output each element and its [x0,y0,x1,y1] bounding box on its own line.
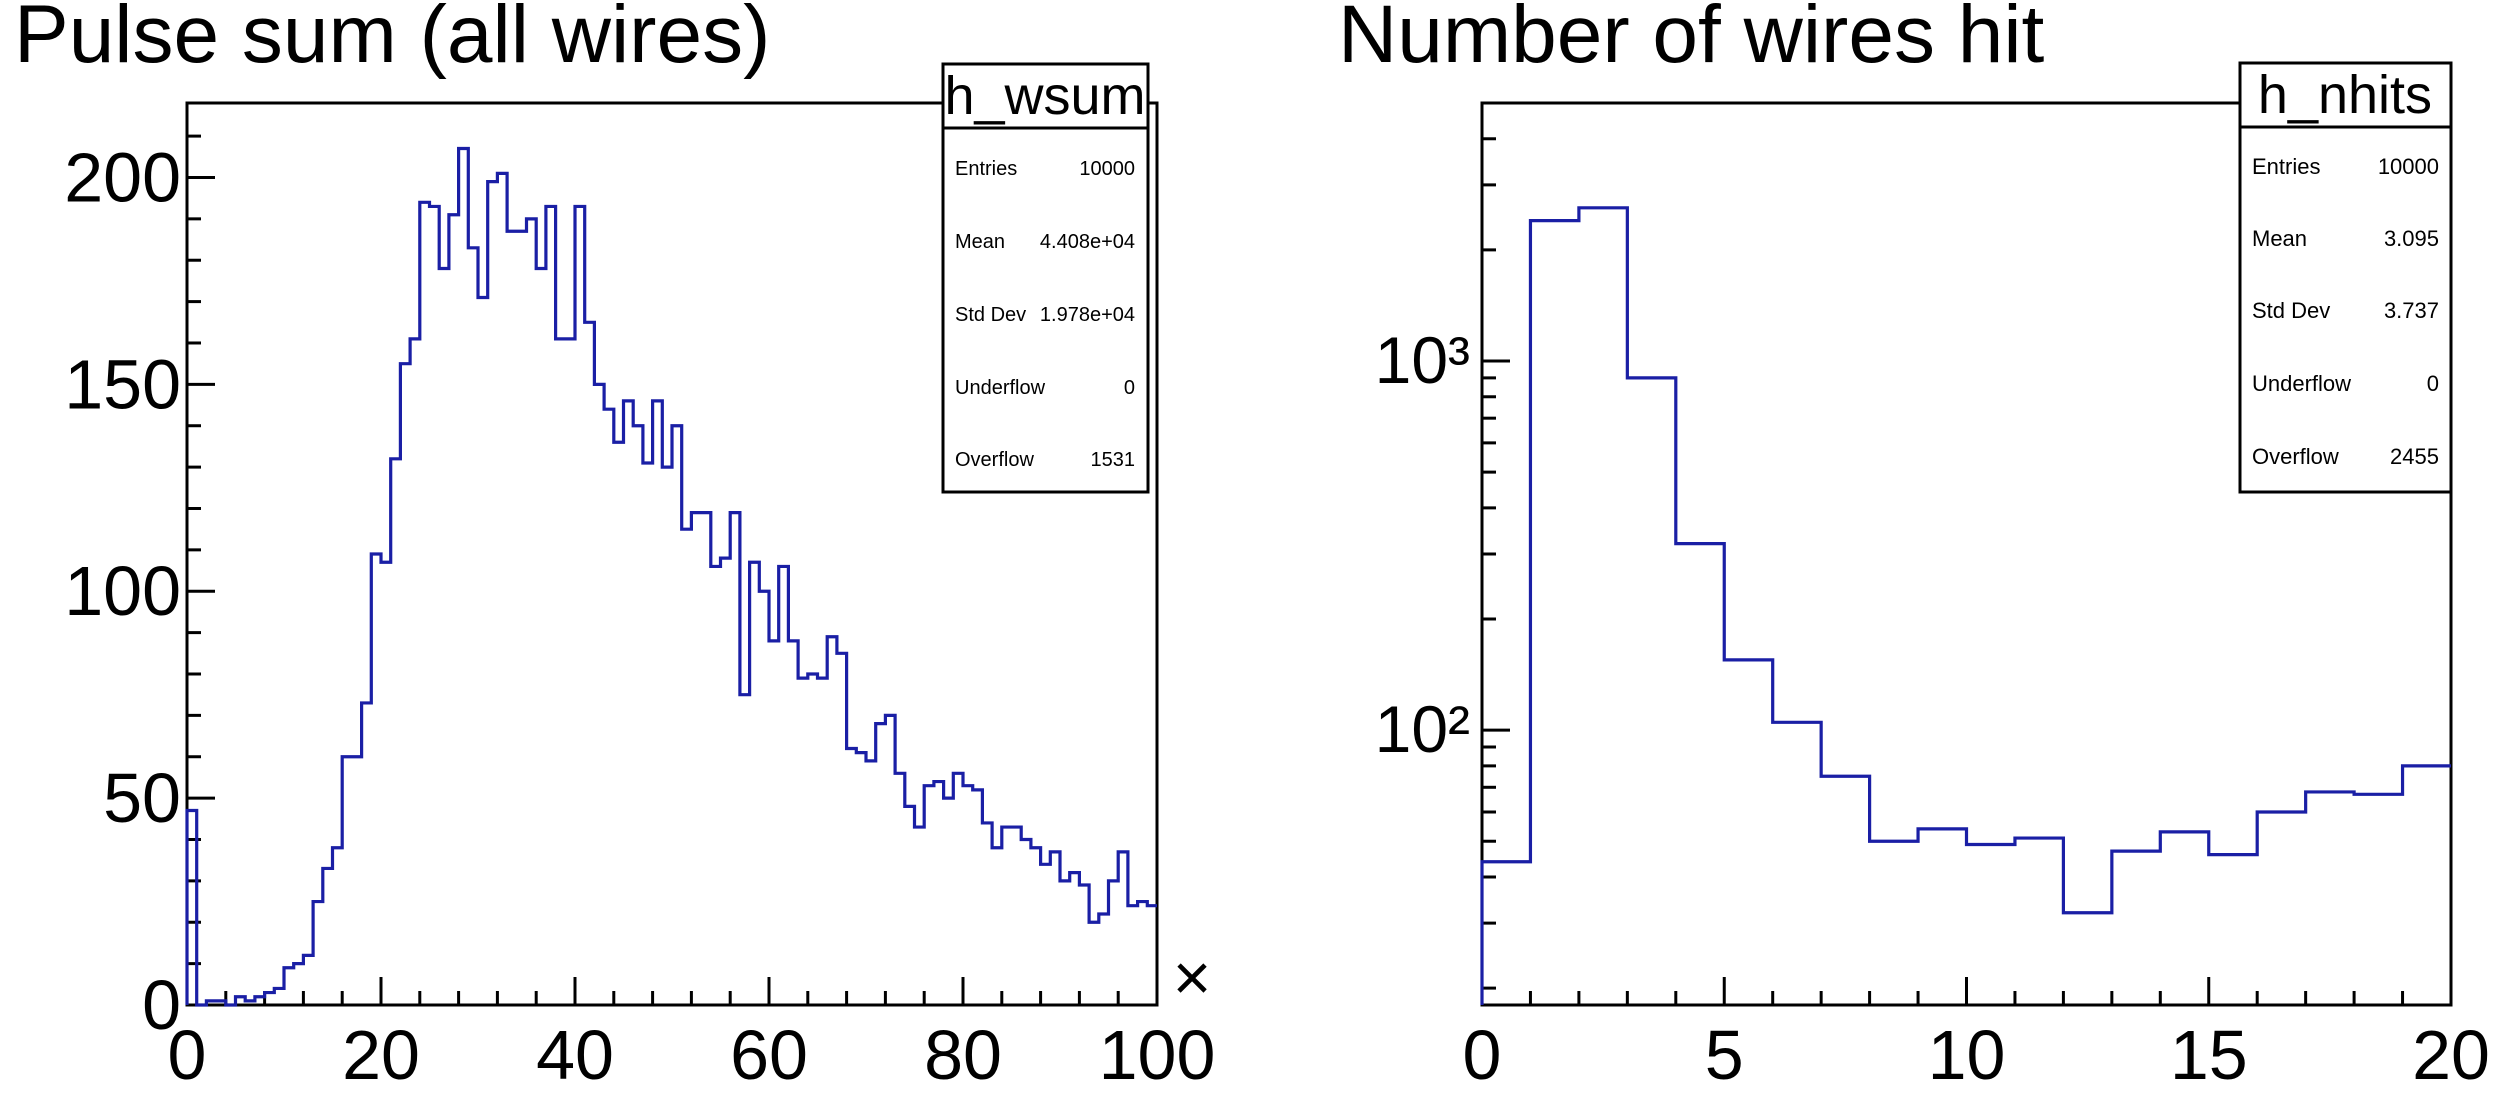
x-tick-label: 0 [1463,1016,1502,1094]
stats-value-overflow: 1531 [1091,449,1136,471]
stats-label-overflow: Overflow [955,449,1034,471]
x-tick-label: 60 [730,1016,808,1094]
stats-value-std-dev: 3.737 [2384,298,2439,323]
stats-value-mean: 3.095 [2384,226,2439,251]
stats-value-std-dev: 1.978e+04 [1040,304,1135,326]
stats-value-entries: 10000 [1079,158,1135,180]
stats-label-entries: Entries [2252,154,2320,179]
stats-box-h-wsum: h_wsum Entries 10000 Mean 4.408e+04 Std … [941,62,1150,494]
stats-label-underflow: Underflow [955,377,1046,399]
chart-title-pulse-sum: Pulse sum (all wires) [14,0,770,80]
plot-frame [185,101,1159,1007]
y-tick-label: 0 [142,966,181,1044]
x-tick-label: 10 [1928,1016,2006,1094]
stats-box-frame [941,62,1150,494]
x-tick-label: 40 [536,1016,614,1094]
chart-title-number-of-wires-hit: Number of wires hit [1338,0,2045,80]
y-tick-label: 10³ [1375,323,1470,397]
x-tick-label: 5 [1705,1016,1744,1094]
x-tick-label: 100 [1099,1016,1216,1094]
x-tick-label: 80 [924,1016,1002,1094]
stats-label-mean: Mean [955,231,1005,253]
x-multiplier-label: × [1173,940,1212,1014]
histogram-line [185,146,1157,1007]
pad-pulse-sum: Pulse sum (all wires) 0 20 40 60 80 100 0 50 100… [14,0,1215,1094]
y-tick-label: 50 [103,759,181,837]
plot-area-number-of-wires-hit: 0 5 10 15 20 10² 10³ [1375,101,2490,1094]
x-tick-label: 20 [342,1016,420,1094]
stats-label-overflow: Overflow [2252,444,2339,469]
x-tick-label: 20 [2412,1016,2490,1094]
stats-label-std-dev: Std Dev [2252,298,2330,323]
stats-value-underflow: 0 [1124,377,1135,399]
x-tick-label: 15 [2170,1016,2248,1094]
stats-label-std-dev: Std Dev [955,304,1026,326]
y-tick-label: 10² [1375,692,1470,766]
x-tick-label: 0 [168,1016,207,1094]
plot-area-pulse-sum: 0 20 40 60 80 100 0 50 100 150 200 [64,101,1216,1094]
y-tick-label: 200 [64,138,181,216]
stats-value-mean: 4.408e+04 [1040,231,1135,253]
stats-value-overflow: 2455 [2390,444,2439,469]
stats-label-underflow: Underflow [2252,371,2351,396]
y-tick-label: 100 [64,552,181,630]
stats-box-h-nhits: h_nhits Entries 10000 Mean 3.095 Std Dev… [2238,61,2453,494]
stats-box-frame [2238,61,2453,494]
histogram-line [1480,206,2451,1005]
pad-number-of-wires-hit: Number of wires hit 0 5 10 15 20 10² 10³ h_nhi… [1338,0,2490,1094]
stats-value-entries: 10000 [2378,154,2439,179]
stats-label-mean: Mean [2252,226,2307,251]
stats-value-underflow: 0 [2427,371,2439,396]
stats-box-name: h_nhits [2258,65,2432,125]
stats-box-name: h_wsum [944,66,1145,126]
stats-label-entries: Entries [955,158,1017,180]
y-tick-label: 150 [64,345,181,423]
